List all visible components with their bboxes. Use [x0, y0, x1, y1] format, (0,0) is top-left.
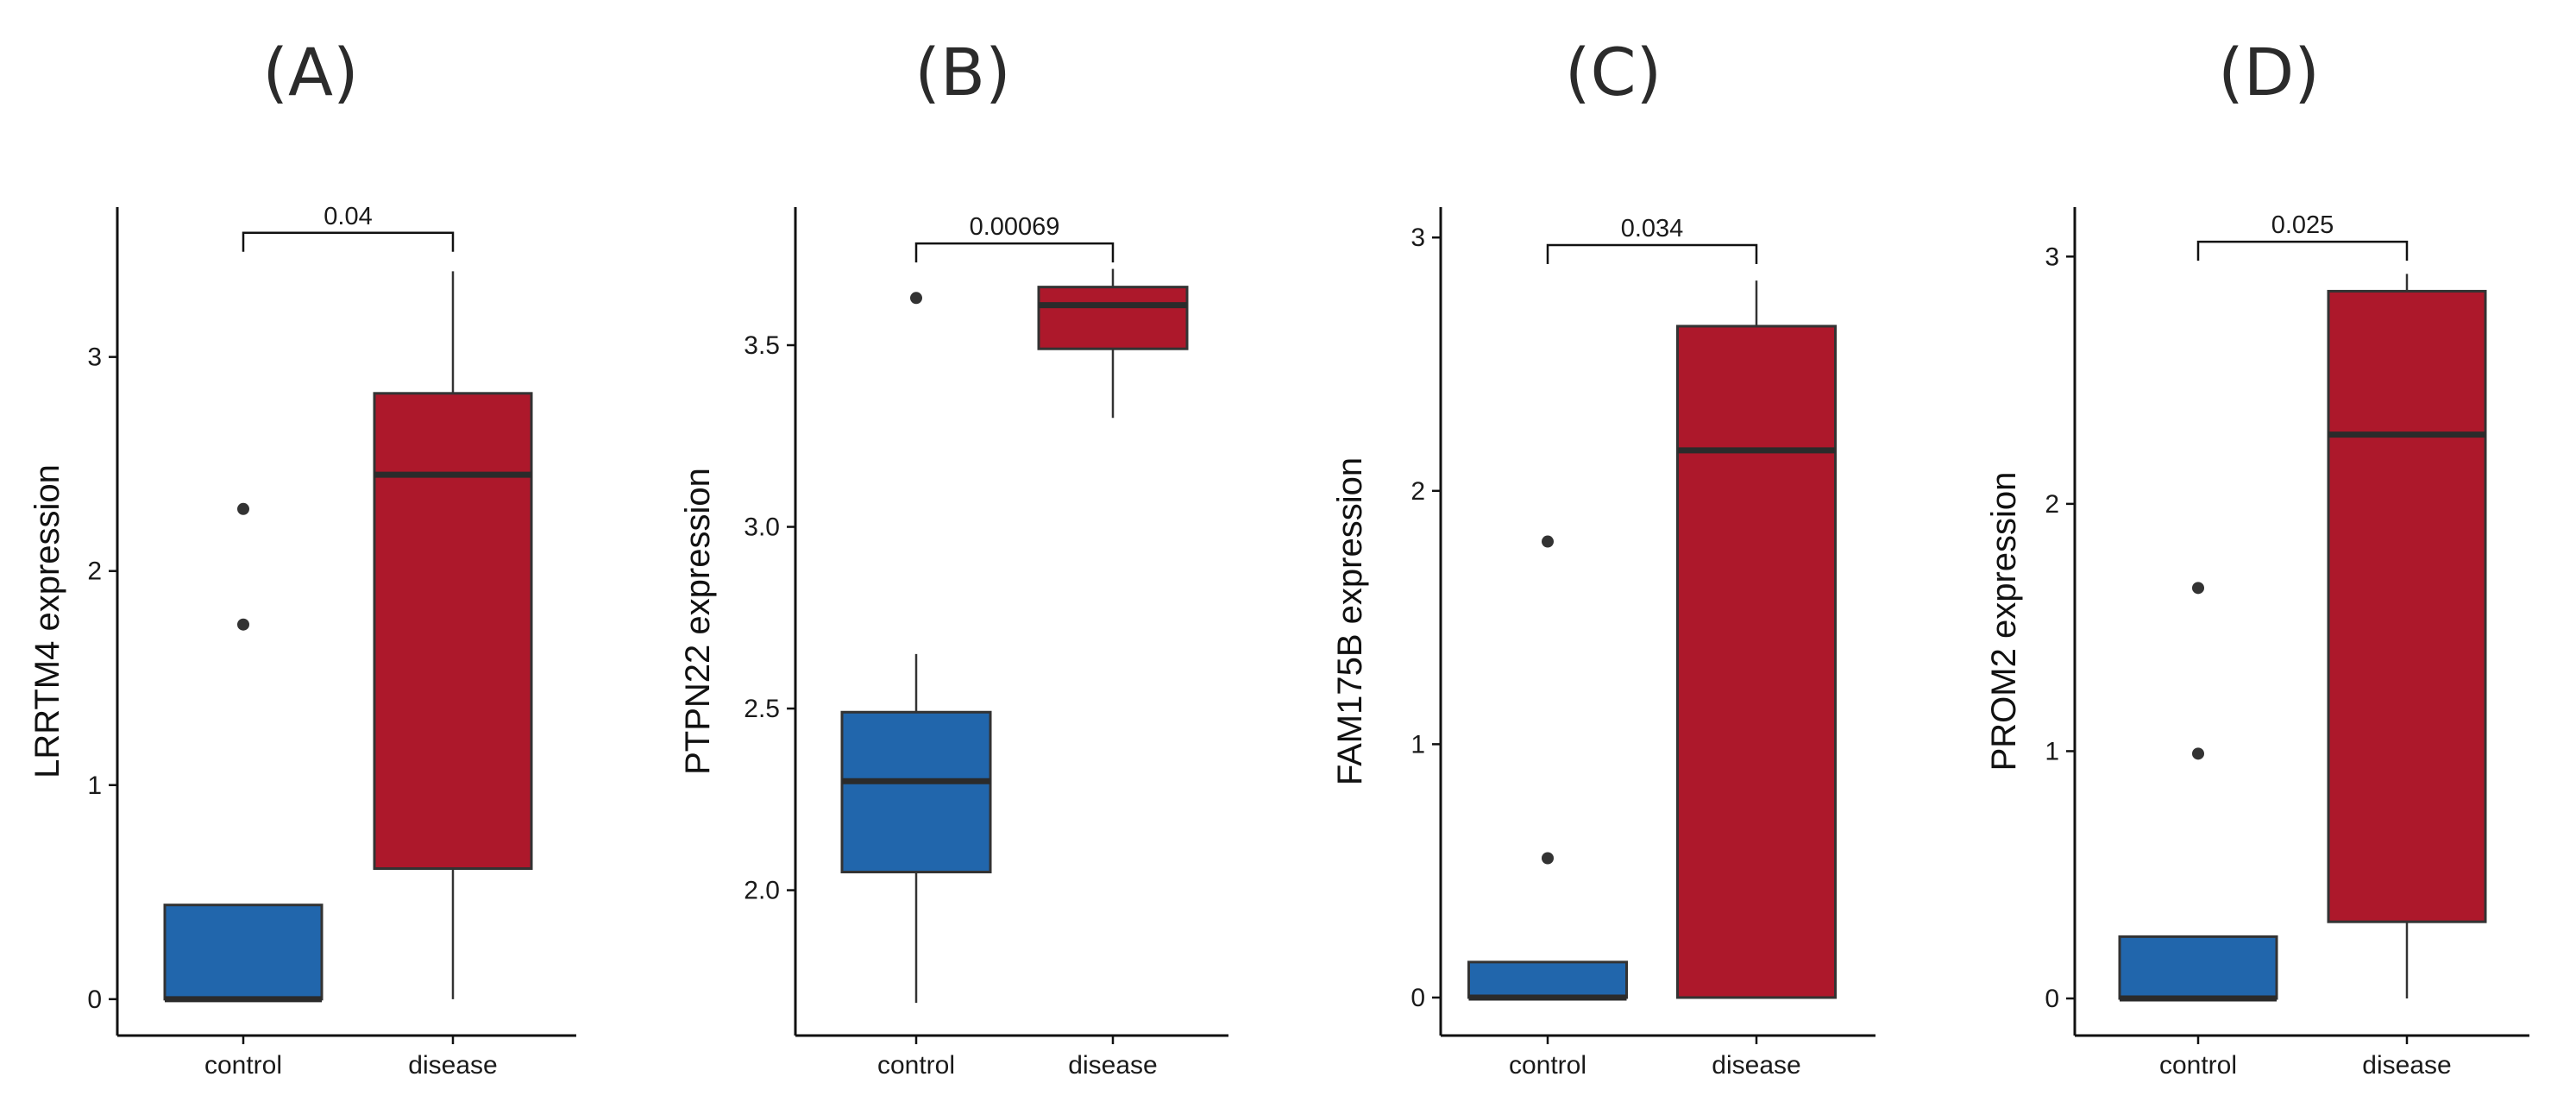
x-tick-label-disease: disease [1068, 1051, 1157, 1080]
iqr-box [1037, 286, 1189, 350]
y-axis-title: LRRTM4 expression [28, 464, 66, 778]
y-tick-label: 3 [2045, 242, 2059, 271]
iqr-box [840, 710, 992, 874]
y-tick-label: 1 [2045, 737, 2059, 765]
outlier-point [1542, 852, 1554, 865]
x-tick-label-disease: disease [2362, 1051, 2451, 1080]
p-value-label: 0.025 [2271, 211, 2334, 239]
y-tick-label: 0 [1411, 984, 1425, 1012]
p-value-label: 0.034 [1621, 215, 1684, 242]
x-tick-label-disease: disease [408, 1051, 497, 1080]
panel-letter: (B) [914, 34, 1010, 110]
significance-bracket [242, 231, 455, 252]
box-control [840, 292, 992, 1004]
x-tick-label-control: control [204, 1051, 282, 1080]
panel-letter: (D) [2218, 34, 2320, 110]
box-disease [1037, 268, 1189, 419]
x-tick-label-control: control [877, 1051, 955, 1080]
panels: (A) 0 1 2 3 control disease LRRTM4 expression 0.… [28, 34, 2529, 1080]
y-tick-label: 1 [87, 771, 102, 800]
outlier-point [237, 618, 249, 631]
iqr-box [2118, 935, 2278, 1000]
y-tick-label: 2 [1411, 477, 1425, 506]
y-axis-title: PROM2 expression [1985, 472, 2023, 771]
panel-letter: (A) [262, 34, 358, 110]
y-tick-label: 2 [87, 557, 102, 586]
significance-bracket [1546, 243, 1758, 265]
y-tick-label: 3 [87, 343, 102, 372]
y-axis-title: FAM175B expression [1331, 457, 1369, 785]
box-disease [1676, 280, 1837, 999]
x-tick-label-control: control [2159, 1051, 2237, 1080]
y-tick-label: 3.0 [744, 513, 780, 542]
p-value-label: 0.00069 [970, 213, 1060, 241]
outlier-point [2192, 747, 2204, 760]
x-tick-label-disease: disease [1712, 1051, 1800, 1080]
panel-letter: (C) [1565, 34, 1662, 110]
y-tick-label: 2.0 [744, 877, 780, 905]
box-control [1467, 535, 1628, 1001]
y-tick-label: 3 [1411, 224, 1425, 252]
panel-d: (D) 0 1 2 3 control disease PROM2 expression 0.0… [1985, 34, 2529, 1080]
box-disease [2327, 274, 2487, 999]
outlier-point [910, 292, 922, 305]
y-axis-title: PTPN22 expression [679, 468, 717, 775]
panel-a: (A) 0 1 2 3 control disease LRRTM4 expression 0.… [28, 34, 576, 1080]
outlier-point [237, 502, 249, 515]
significance-bracket [2196, 240, 2409, 261]
y-tick-label: 1 [1411, 730, 1425, 759]
y-tick-label: 0 [87, 986, 102, 1014]
box-disease [373, 271, 533, 999]
y-tick-label: 2.5 [744, 695, 780, 723]
panel-c: (C) 0 1 2 3 control disease FAM175B expression 0… [1331, 34, 1875, 1080]
significance-bracket [914, 242, 1115, 263]
y-tick-label: 2 [2045, 490, 2059, 519]
panel-b: (B) 2.0 2.5 3.0 3.5 control disease PTPN22 expr… [679, 34, 1228, 1080]
box-control [163, 502, 324, 1003]
outlier-point [2192, 582, 2204, 595]
iqr-box [2327, 289, 2487, 923]
outlier-point [1542, 535, 1554, 548]
iqr-box [163, 904, 324, 1001]
y-tick-label: 0 [2045, 985, 2059, 1013]
y-tick-label: 3.5 [744, 331, 780, 360]
iqr-box [1467, 960, 1628, 999]
p-value-label: 0.04 [324, 203, 372, 230]
x-tick-label-control: control [1509, 1051, 1586, 1080]
box-control [2118, 582, 2278, 1002]
iqr-box [373, 392, 533, 871]
iqr-box [1676, 324, 1837, 999]
